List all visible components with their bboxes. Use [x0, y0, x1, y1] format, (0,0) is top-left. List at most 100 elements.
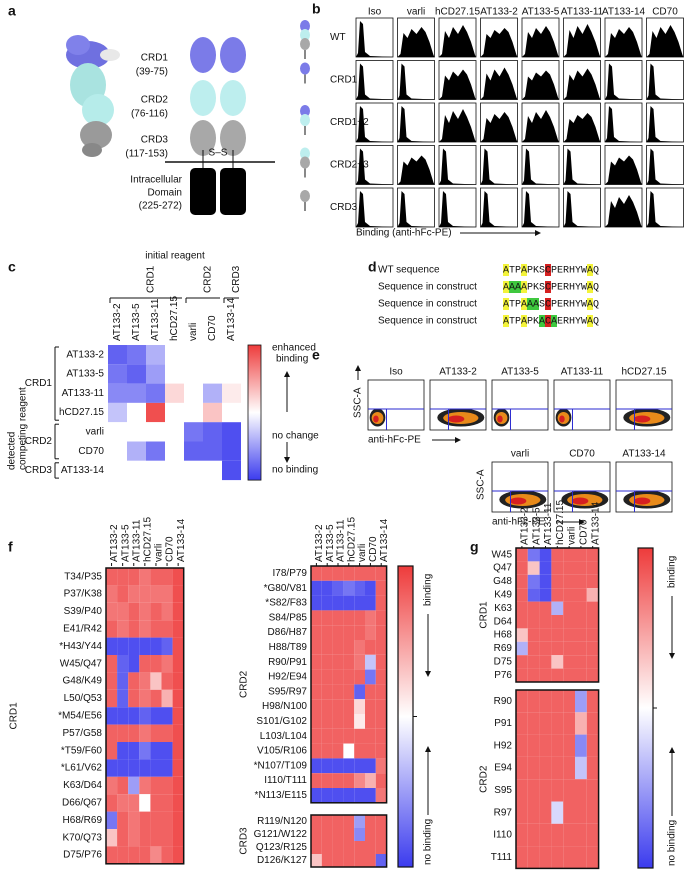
heatmap-cell [321, 625, 333, 640]
residue-highlight [545, 315, 551, 327]
heatmap-cell [321, 595, 333, 611]
heatmap-cell [343, 743, 355, 759]
group-label: CRD2 [203, 265, 214, 293]
residue-highlight [503, 298, 509, 310]
heatmap-cell [375, 625, 387, 640]
histogram [605, 27, 642, 57]
column-label: AT133-5 [522, 7, 560, 18]
panel-label: f [8, 539, 13, 555]
heatmap-cell [586, 846, 599, 869]
row-label: H88/T89 [269, 642, 308, 653]
heatmap-cell [127, 364, 146, 384]
residue-highlight [521, 281, 527, 293]
heatmap-cell [128, 707, 140, 725]
heatmap-cell [354, 595, 365, 611]
heatmap-cell [184, 345, 203, 365]
row-label: H92 [494, 740, 513, 751]
domain-name: CRD3 [141, 135, 169, 146]
row-label: I78/P79 [273, 568, 308, 579]
domain-schematic [165, 37, 275, 215]
heatmap-cell [354, 580, 365, 596]
plot-title: AT133-5 [501, 367, 539, 378]
domain-icon [300, 114, 310, 126]
column-label: AT133-11 [561, 7, 604, 18]
row-label: R97 [494, 807, 513, 818]
row-label: AT133-2 [66, 349, 104, 360]
histogram [397, 191, 435, 227]
row-label: K49 [494, 590, 512, 601]
heatmap-cell [311, 566, 322, 581]
row-label: *N113/E115 [255, 790, 308, 801]
group-label: CRD1 [9, 702, 20, 730]
group-label: CRD1 [25, 378, 53, 389]
row-label: D75/P76 [63, 850, 102, 861]
heatmap-cell [527, 846, 540, 869]
heatmap-cell [117, 707, 129, 725]
heatmap-cell [311, 743, 322, 759]
heatmap-cell [343, 699, 355, 714]
heatmap-cell [106, 707, 118, 725]
heatmap-cell [539, 846, 552, 869]
heatmap-cell [575, 823, 587, 847]
row-label: G121/W122 [254, 829, 308, 840]
heatmap-cell [354, 654, 365, 670]
heatmap-cell [365, 669, 376, 685]
heatmap-cell [106, 585, 118, 603]
histogram [522, 70, 559, 100]
heatmap-cell [332, 788, 344, 803]
histogram [522, 26, 559, 57]
heatmap-cell [551, 548, 564, 562]
column-label: AT133-2 [112, 303, 123, 341]
heatmap-cell [516, 801, 528, 824]
heatmap-cell [127, 422, 146, 442]
heatmap-cell [539, 588, 552, 602]
heatmap-cell [108, 402, 127, 423]
column-label: Iso [368, 7, 382, 18]
heatmap-frame [105, 567, 185, 865]
heatmap-cell [375, 640, 387, 655]
heatmap-cell [343, 580, 355, 596]
row-label: P57/G58 [63, 728, 103, 739]
heatmap-cell [139, 568, 151, 586]
heatmap-cell [365, 699, 376, 714]
heatmap-cell [172, 707, 184, 725]
intracellular-label: Domain [148, 188, 182, 199]
heatmap-cell [343, 773, 355, 788]
heatmap-cell [332, 654, 344, 670]
row-label: CRD2+3 [330, 160, 369, 171]
heatmap-cell [150, 602, 162, 621]
residue-highlight [521, 298, 527, 310]
heatmap-cell [139, 620, 151, 638]
heatmap-cell [563, 690, 575, 713]
heatmap-cell [150, 829, 162, 847]
heatmap-cell [527, 641, 540, 656]
heatmap-cell [365, 654, 376, 670]
heatmap-cell [527, 615, 540, 629]
x-axis-label: Binding (anti-hFc-PE) [356, 228, 452, 239]
row-label: *L61/V62 [61, 763, 103, 774]
heatmap-cell [586, 601, 599, 615]
plot-title: AT133-2 [439, 367, 477, 378]
intracellular-label: Intracellular [130, 175, 182, 186]
heatmap-cell [332, 815, 344, 828]
heatmap-cell [551, 655, 564, 669]
heatmap-cell [539, 712, 552, 735]
domain-icon [300, 20, 310, 32]
heatmap-cell [321, 728, 333, 744]
residue-highlight [503, 264, 509, 276]
row-label: AT133-11 [62, 388, 105, 399]
heatmap-cell [117, 637, 129, 655]
heatmap-cell [150, 794, 162, 812]
heatmap-cell [106, 776, 118, 795]
heatmap-cell [139, 637, 151, 655]
heatmap-cell [184, 383, 203, 403]
heatmap-cell [184, 364, 203, 384]
row-label: S95/R97 [268, 686, 307, 697]
heatmap-cell [146, 364, 165, 384]
heatmap-cell [539, 574, 552, 589]
heatmap-cell [184, 460, 203, 481]
heatmap-cell [332, 669, 344, 685]
histogram [646, 63, 684, 100]
heatmap-cell [172, 724, 184, 742]
heatmap-cell [203, 402, 222, 423]
